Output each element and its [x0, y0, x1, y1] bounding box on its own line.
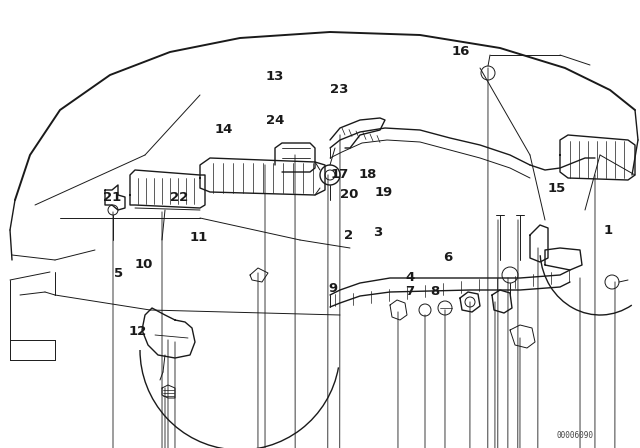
Text: 15: 15 — [548, 181, 566, 195]
Text: 18: 18 — [359, 168, 377, 181]
Text: 00006090: 00006090 — [557, 431, 593, 439]
Text: 10: 10 — [135, 258, 153, 271]
Text: 22: 22 — [170, 190, 188, 204]
Text: 12: 12 — [129, 325, 147, 338]
Text: 9: 9 — [328, 282, 337, 296]
Text: 16: 16 — [452, 45, 470, 58]
Text: 20: 20 — [340, 188, 358, 202]
Text: 2: 2 — [344, 228, 353, 242]
Text: 21: 21 — [103, 190, 121, 204]
Text: 23: 23 — [330, 83, 348, 96]
Text: 6: 6 — [444, 251, 452, 264]
Text: 3: 3 — [373, 226, 382, 240]
Text: 5: 5 — [114, 267, 123, 280]
Text: 24: 24 — [266, 114, 284, 128]
Text: 1: 1 — [604, 224, 612, 237]
Text: 13: 13 — [266, 69, 284, 83]
Text: 8: 8 — [431, 284, 440, 298]
Text: 14: 14 — [215, 123, 233, 137]
Text: 4: 4 — [405, 271, 414, 284]
Text: 19: 19 — [375, 186, 393, 199]
Text: 11: 11 — [189, 231, 207, 244]
Text: 17: 17 — [330, 168, 348, 181]
Text: 7: 7 — [405, 284, 414, 298]
